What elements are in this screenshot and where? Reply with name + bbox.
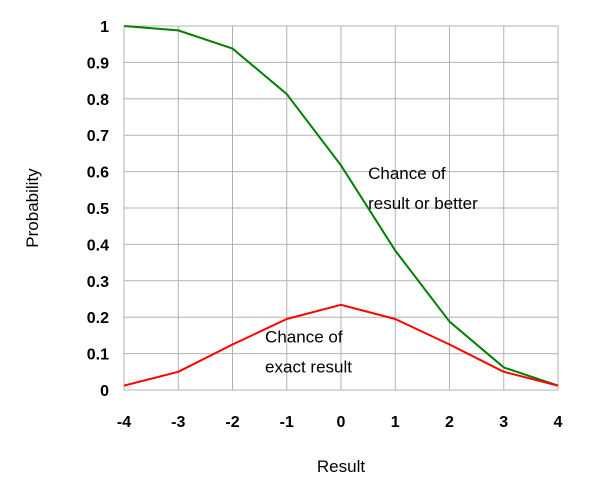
x-tick-label: -1 (280, 414, 294, 431)
y-tick-label: 0.4 (87, 237, 109, 254)
y-tick-label: 0.8 (87, 92, 109, 109)
series-line (123, 25, 559, 387)
y-tick-label: 0 (100, 383, 109, 400)
x-tick-label: -2 (225, 414, 239, 431)
y-tick-label: 0.3 (87, 274, 109, 291)
y-tick-label: 0.1 (87, 347, 109, 364)
y-tick-label: 0.7 (87, 128, 109, 145)
x-tick-label: 2 (445, 414, 454, 431)
y-tick-label: 0.2 (87, 310, 109, 327)
annotations: Chance of result or better Chance of exact … (265, 164, 478, 377)
y-tick-label: 0.6 (87, 165, 109, 182)
x-axis-title: Result (317, 457, 365, 476)
x-tick-label: -3 (171, 414, 185, 431)
y-tick-label: 1 (100, 19, 109, 36)
x-tick-label: 1 (391, 414, 400, 431)
x-tick-label: 4 (554, 414, 563, 431)
x-tick-labels: -4 -3 -2 -1 0 1 2 3 4 (117, 414, 563, 431)
plot-frame (123, 25, 559, 391)
x-tick-label: 0 (337, 414, 346, 431)
series-lines (123, 25, 559, 387)
series-annotation: Chance of result or better (368, 164, 478, 213)
series-line (123, 303, 559, 387)
grid (123, 25, 559, 391)
series-annotation: Chance of exact result (265, 328, 352, 377)
y-axis-title: Probability (23, 168, 42, 248)
y-tick-labels: 0 0.1 0.2 0.3 0.4 0.5 0.6 0.7 0.8 0.9 1 (87, 19, 109, 400)
y-tick-label: 0.5 (87, 201, 109, 218)
x-tick-label: 3 (499, 414, 508, 431)
y-tick-label: 0.9 (87, 55, 109, 72)
x-tick-label: -4 (117, 414, 131, 431)
